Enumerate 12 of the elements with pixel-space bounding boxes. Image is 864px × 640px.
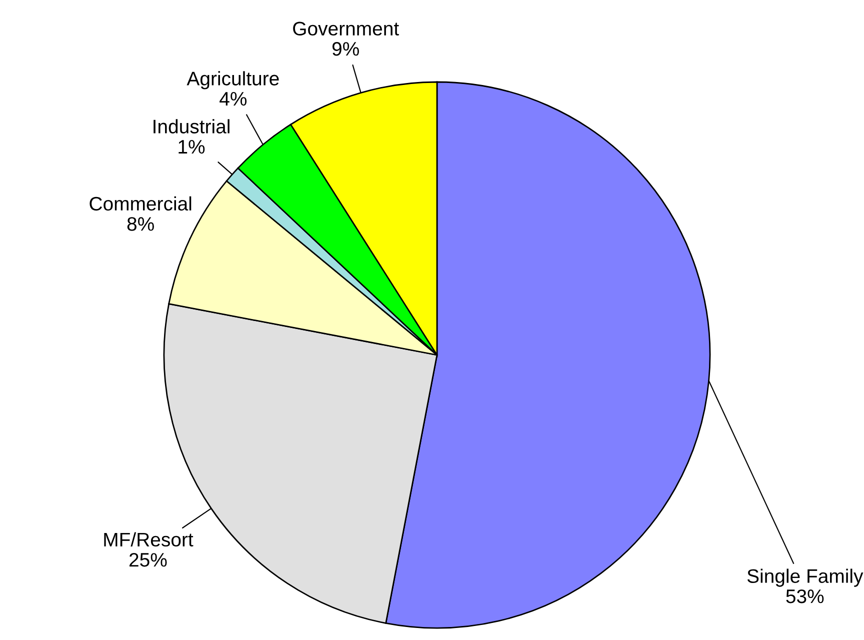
data-label: 9% (332, 42, 359, 56)
slice-label: MF/Resort (104, 532, 194, 547)
slice-label: Agriculture (186, 71, 279, 90)
slice-label: Single Family (747, 568, 864, 587)
data-label: 1% (178, 140, 205, 154)
data-label: 53% (786, 589, 824, 604)
slice-label: Commercial (90, 196, 192, 211)
slice-label: Government (293, 22, 399, 36)
slice-label: Industrial (154, 119, 230, 134)
data-label: 8% (127, 217, 154, 231)
data-label: 25% (130, 552, 167, 567)
data-label: 4% (220, 92, 247, 106)
